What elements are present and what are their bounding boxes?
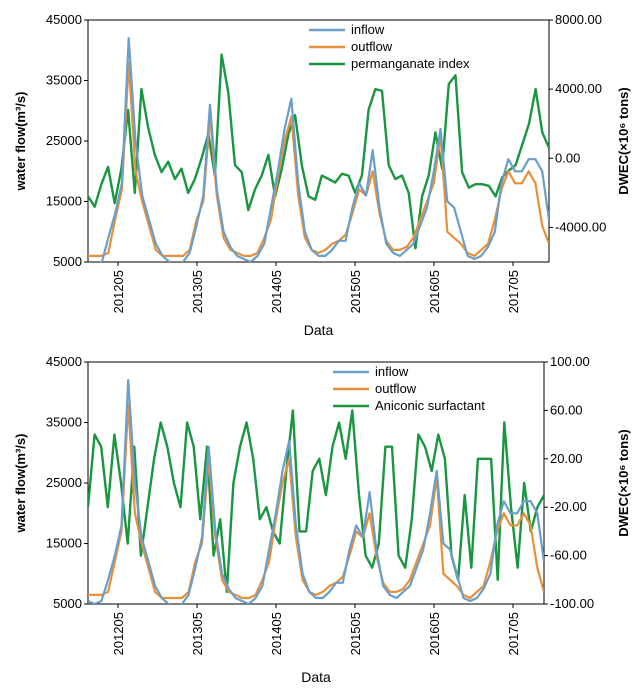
x-tick-label: 201505	[348, 270, 363, 313]
right-y-axis-label: DWEC(×10⁶ tons)	[616, 429, 631, 536]
x-axis-label: Data	[304, 322, 334, 338]
x-tick-label: 201205	[111, 270, 126, 313]
legend-label: outflow	[351, 39, 393, 54]
legend-label: inflow	[351, 22, 385, 37]
legend-label: permanganate index	[351, 56, 470, 71]
left-y-axis-label: water flow(m³/s)	[13, 434, 28, 534]
x-tick-label: 201605	[427, 270, 442, 313]
legend: inflow outflow permanganate index	[309, 22, 470, 71]
right-y-tick-label: -4000.00	[555, 219, 606, 234]
right-y-axis-label: DWEC(×10⁶ tons)	[616, 87, 631, 194]
series-line-inflow	[100, 36, 549, 262]
right-y-tick-label: -20.00	[550, 499, 587, 514]
left-y-axis-label: water flow(m³/s)	[13, 92, 28, 192]
right-y-tick-label: 20.00	[550, 451, 583, 466]
left-y-tick-label: 45000	[46, 354, 82, 369]
series-line-aniconic-surfactant	[88, 409, 544, 594]
left-y-tick-label: 5000	[53, 596, 82, 611]
x-tick-label: 201505	[348, 612, 363, 655]
series-line-inflow	[88, 379, 544, 604]
series-line-permanganate-index	[88, 53, 549, 250]
x-tick-label: 201405	[269, 612, 284, 655]
series-line-outflow	[88, 403, 544, 600]
left-y-tick-label: 15000	[46, 536, 82, 551]
right-y-tick-label: 60.00	[550, 402, 583, 417]
left-y-tick-label: 15000	[46, 194, 82, 209]
x-axis-label: Data	[301, 669, 331, 685]
x-tick-label: 201605	[427, 612, 442, 655]
right-y-tick-label: -100.00	[550, 596, 594, 611]
x-tick-label: 201205	[111, 612, 126, 655]
x-tick-label: 201705	[506, 612, 521, 655]
left-y-tick-label: 5000	[53, 254, 82, 269]
x-tick-label: 201305	[190, 612, 205, 655]
left-y-tick-label: 25000	[46, 475, 82, 490]
chart-2: 5000 15000 25000 35000 45000 -100.00 -60.00 -20…	[13, 354, 631, 685]
legend-label: Aniconic surfactant	[375, 398, 485, 413]
right-y-tick-label: -60.00	[550, 548, 587, 563]
right-y-tick-label: 100.00	[550, 354, 590, 369]
x-tick-label: 201705	[506, 270, 521, 313]
right-y-tick-label: 0.00	[555, 150, 580, 165]
left-y-tick-label: 35000	[46, 415, 82, 430]
left-y-tick-label: 25000	[46, 133, 82, 148]
chart-1: 5000 15000 25000 35000 45000 -4000.00 0.00 4000…	[13, 12, 631, 338]
legend-label: outflow	[375, 381, 417, 396]
right-y-tick-label: 8000.00	[555, 12, 602, 27]
legend: inflow outflow Aniconic surfactant	[333, 364, 485, 413]
left-y-tick-label: 35000	[46, 73, 82, 88]
plot-frame	[87, 19, 550, 263]
legend-label: inflow	[375, 364, 409, 379]
series-line-outflow	[88, 61, 549, 257]
left-y-tick-label: 45000	[46, 12, 82, 27]
right-y-tick-label: 4000.00	[555, 81, 602, 96]
x-tick-label: 201405	[269, 270, 284, 313]
x-tick-label: 201305	[190, 270, 205, 313]
